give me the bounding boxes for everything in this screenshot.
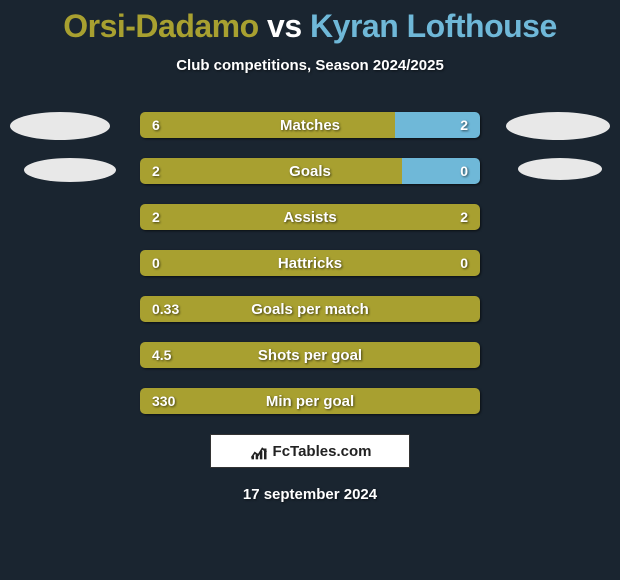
player-badge (24, 158, 116, 182)
bar-segment-left (140, 388, 480, 414)
vs-text: vs (259, 8, 310, 44)
stat-row: 0.33Goals per match (0, 296, 620, 322)
stat-bar: 20Goals (140, 158, 480, 184)
subtitle: Club competitions, Season 2024/2025 (0, 57, 620, 74)
bar-segment-left (140, 296, 480, 322)
stat-bar: 00Hattricks (140, 250, 480, 276)
watermark-text: FcTables.com (273, 443, 372, 460)
bar-segment-left (140, 342, 480, 368)
stat-row: 330Min per goal (0, 388, 620, 414)
stat-row: 4.5Shots per goal (0, 342, 620, 368)
stat-bar: 22Assists (140, 204, 480, 230)
comparison-chart: 62Matches 20Goals 22Assists 00Hattricks 0.33… (0, 112, 620, 414)
stat-bar: 62Matches (140, 112, 480, 138)
player1-name: Orsi-Dadamo (63, 8, 258, 44)
player-badge (518, 158, 602, 180)
bar-segment-left (140, 204, 480, 230)
stat-row: 22Assists (0, 204, 620, 230)
player2-name: Kyran Lofthouse (310, 8, 557, 44)
date-label: 17 september 2024 (0, 486, 620, 503)
bar-segment-left (140, 158, 402, 184)
bar-segment-right (395, 112, 480, 138)
stat-bar: 0.33Goals per match (140, 296, 480, 322)
stat-bar: 330Min per goal (140, 388, 480, 414)
bar-segment-left (140, 112, 395, 138)
chart-icon (249, 441, 269, 461)
player-badge (506, 112, 610, 140)
player-badge (10, 112, 110, 140)
bar-segment-right (402, 158, 480, 184)
bar-segment-left (140, 250, 480, 276)
stat-bar: 4.5Shots per goal (140, 342, 480, 368)
stat-row: 00Hattricks (0, 250, 620, 276)
watermark: FcTables.com (210, 434, 410, 468)
page-title: Orsi-Dadamo vs Kyran Lofthouse (0, 0, 620, 45)
